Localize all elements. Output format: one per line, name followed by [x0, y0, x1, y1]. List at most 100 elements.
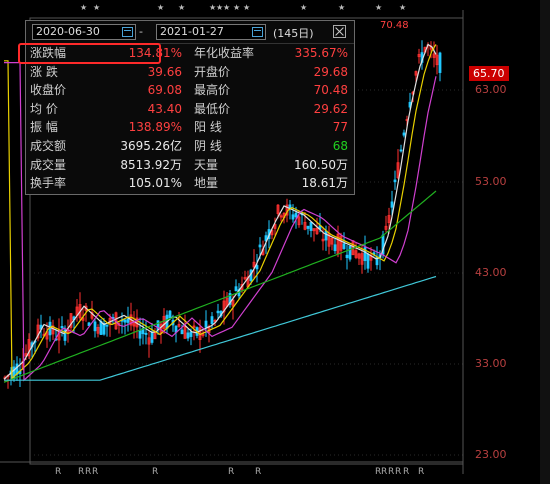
stat-label: 年化收益率 — [194, 46, 255, 60]
rights-marker[interactable]: R — [85, 467, 92, 477]
stat-value: 68 — [332, 138, 348, 153]
stat-value: 335.67% — [294, 46, 348, 60]
stats-row: 涨跌幅 134.81% 年化收益率 335.67% — [26, 44, 354, 63]
stat-value: 29.68 — [313, 64, 348, 79]
rights-marker[interactable]: R — [55, 467, 62, 477]
ma5-line — [3, 43, 437, 380]
candle-body — [312, 228, 316, 232]
candle-body — [348, 245, 352, 260]
candle-body — [342, 243, 346, 249]
candle-body — [297, 216, 301, 226]
stat-label: 地量 — [194, 176, 219, 191]
candle-body — [252, 261, 256, 268]
candle-body — [387, 215, 391, 224]
candle-body — [291, 214, 295, 220]
event-star-icon[interactable]: ★ — [157, 3, 165, 12]
candle-body — [432, 53, 436, 58]
rights-marker[interactable]: R — [152, 467, 159, 477]
right-sidebar — [540, 0, 550, 484]
rights-marker[interactable]: R — [395, 467, 402, 477]
candle-body — [324, 230, 328, 241]
candle-body — [258, 244, 262, 248]
rights-marker[interactable]: R — [403, 467, 410, 477]
candle-body — [162, 315, 166, 329]
candle-body — [174, 325, 178, 333]
start-date-field[interactable]: 2020-06-30 — [32, 24, 136, 40]
rights-marker[interactable]: R — [375, 467, 382, 477]
candle-body — [303, 221, 307, 230]
candle-body — [87, 322, 91, 326]
event-star-icon[interactable]: ★ — [338, 3, 346, 12]
current-price-tag: 65.70 — [469, 66, 509, 81]
stat-label: 均 价 — [30, 101, 58, 116]
stats-row: 收盘价 69.08 最高价 70.48 — [26, 81, 354, 100]
event-star-icon[interactable]: ★ — [80, 3, 88, 12]
event-star-icon[interactable]: ★ — [233, 3, 241, 12]
calendar-icon[interactable] — [122, 27, 133, 37]
candle-body — [96, 327, 100, 334]
candle-body — [273, 224, 277, 229]
stat-value: 70.48 — [313, 83, 348, 98]
stats-row: 换手率 105.01% 地量 18.61万 — [26, 174, 354, 193]
high-price-marker: 70.48 — [380, 20, 409, 31]
candle-body — [354, 250, 358, 258]
event-star-icon[interactable]: ★ — [209, 3, 217, 12]
candle-body — [27, 339, 31, 357]
y-axis-tick: 53.00 — [475, 175, 507, 188]
candle-body — [414, 71, 418, 76]
stat-value: 43.40 — [147, 101, 182, 116]
stat-value: 138.89% — [128, 120, 182, 135]
rights-marker[interactable]: R — [388, 467, 395, 477]
candle-body — [180, 329, 184, 335]
candle-body — [315, 227, 319, 235]
rights-marker[interactable]: R — [418, 467, 425, 477]
stat-label: 最高价 — [194, 83, 231, 98]
candle-body — [168, 310, 172, 319]
candle-body — [306, 225, 310, 229]
candle-body — [99, 321, 103, 335]
candle-body — [51, 325, 55, 335]
stat-label: 振 幅 — [30, 120, 58, 135]
candle-body — [192, 325, 196, 328]
calendar-icon[interactable] — [252, 27, 263, 37]
stat-value: 160.50万 — [294, 157, 348, 172]
stat-label: 最低价 — [194, 101, 231, 116]
rights-marker[interactable]: R — [78, 467, 85, 477]
candle-body — [126, 318, 130, 323]
event-star-icon[interactable]: ★ — [375, 3, 383, 12]
rights-marker[interactable]: R — [228, 467, 235, 477]
end-date-value: 2021-01-27 — [160, 25, 224, 38]
candle-body — [243, 277, 247, 280]
candle-body — [201, 333, 205, 336]
event-star-icon[interactable]: ★ — [178, 3, 186, 12]
candle-body — [417, 54, 421, 58]
end-date-field[interactable]: 2021-01-27 — [156, 24, 266, 40]
candle-body — [309, 221, 313, 231]
close-icon[interactable] — [333, 25, 346, 38]
candle-body — [123, 319, 127, 323]
rights-marker[interactable]: R — [92, 467, 99, 477]
candle-body — [216, 310, 220, 314]
stat-label: 阳 线 — [194, 120, 222, 135]
event-star-icon[interactable]: ★ — [300, 3, 308, 12]
stat-label: 收盘价 — [30, 83, 67, 98]
event-star-icon[interactable]: ★ — [243, 3, 251, 12]
stat-label: 开盘价 — [194, 64, 231, 79]
stat-label: 换手率 — [30, 176, 67, 191]
stat-value: 39.66 — [147, 64, 182, 79]
stat-label: 涨跌幅 — [30, 46, 67, 60]
candle-body — [279, 215, 283, 218]
event-star-icon[interactable]: ★ — [223, 3, 231, 12]
candle-body — [393, 179, 397, 183]
rights-marker[interactable]: R — [381, 467, 388, 477]
event-star-icon[interactable]: ★ — [399, 3, 407, 12]
event-star-icon[interactable]: ★ — [93, 3, 101, 12]
ma10-line — [4, 44, 437, 380]
stat-value: 69.08 — [147, 83, 182, 98]
rights-marker[interactable]: R — [255, 467, 262, 477]
candle-body — [93, 321, 97, 332]
stat-value: 77 — [332, 120, 348, 135]
event-star-icon[interactable]: ★ — [216, 3, 224, 12]
candle-body — [36, 324, 40, 339]
